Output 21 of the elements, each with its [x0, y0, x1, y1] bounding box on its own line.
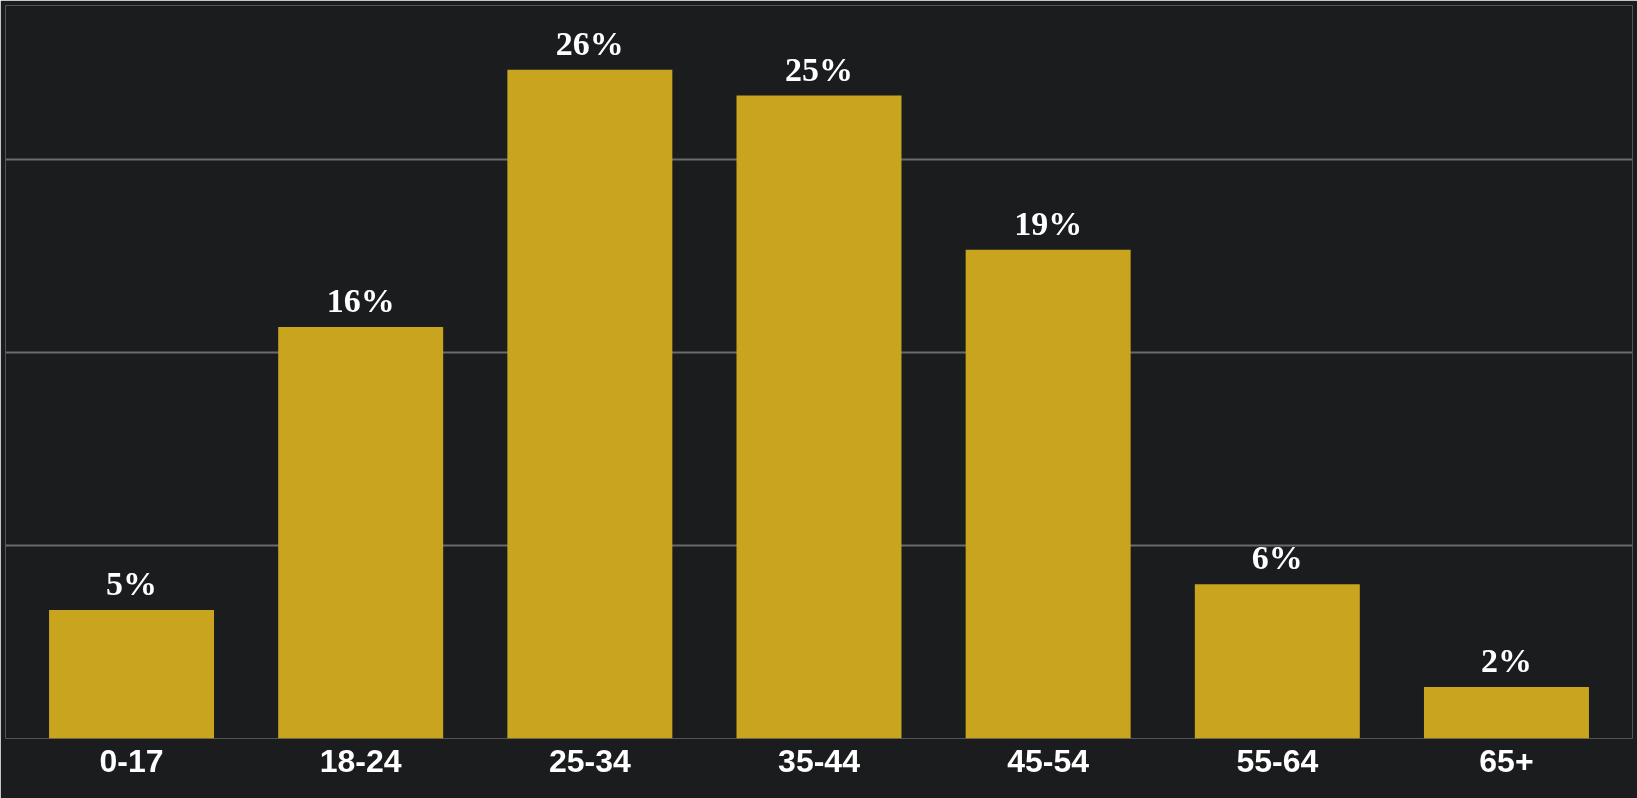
data-label: 2%: [1480, 642, 1532, 680]
bar: [507, 69, 673, 739]
x-tick-label: 65+: [1479, 742, 1534, 779]
x-tick-label: 55-64: [1236, 742, 1319, 779]
data-label: 25%: [785, 50, 853, 88]
data-label: 19%: [1014, 204, 1083, 242]
bar: [278, 326, 444, 739]
x-tick-label: 25-34: [548, 742, 631, 779]
data-label: 26%: [555, 24, 624, 62]
x-tick-label: 18-24: [319, 742, 402, 779]
bar: [49, 609, 215, 739]
data-label: 6%: [1251, 539, 1303, 577]
data-label: 5%: [106, 564, 158, 602]
bar: [736, 95, 902, 739]
bar: [1194, 584, 1360, 739]
x-tick-label: 35-44: [778, 742, 861, 779]
x-tick-label: 0-17: [99, 742, 164, 779]
x-tick-label: 45-54: [1007, 742, 1090, 779]
bar: [965, 249, 1131, 739]
bar: [1423, 687, 1589, 739]
data-label: 16%: [326, 281, 395, 319]
